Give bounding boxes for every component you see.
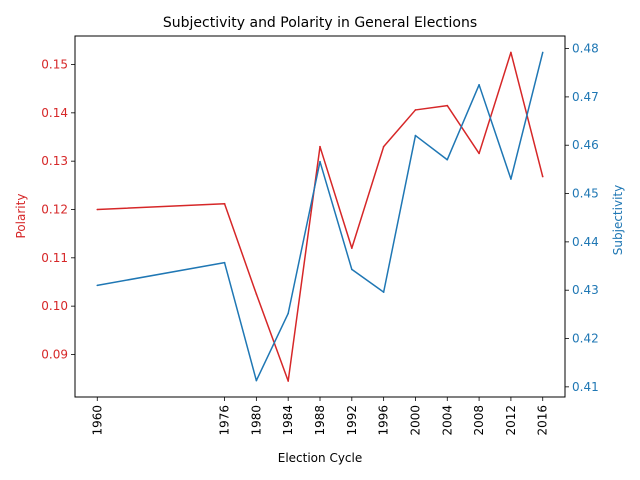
data-point-subjectivity [255,379,258,382]
x-tick-label: 1960 [90,405,104,436]
right-y-tick-label: 0.48 [572,42,599,56]
left-y-tick-label: 0.10 [41,299,68,313]
left-y-tick-label: 0.15 [41,58,68,72]
x-tick-label: 1984 [281,405,295,436]
series-line-subjectivity [97,52,544,382]
chart-title: Subjectivity and Polarity in General Ele… [163,15,477,31]
data-point-subjectivity [446,158,449,161]
data-point-polarity [319,145,321,148]
data-point-subjectivity [541,51,544,54]
data-point-subjectivity [223,261,226,264]
data-point-polarity [351,247,353,249]
x-tick-label: 1996 [377,405,391,436]
data-point-subjectivity [287,312,289,315]
data-point-polarity [287,380,289,382]
right-y-axis: 0.41 0.42 0.43 0.44 0.45 0.46 0.47 0.48 [565,42,599,394]
data-point-subjectivity [351,268,353,271]
right-y-tick-label: 0.41 [572,380,599,394]
data-point-polarity [446,104,449,107]
plot-lines [96,51,544,382]
right-y-tick-label: 0.46 [572,138,599,152]
data-point-polarity [478,152,480,155]
data-point-subjectivity [478,84,480,86]
data-point-polarity [510,51,512,54]
left-y-axis-title: Polarity [14,194,28,239]
left-y-tick-label: 0.09 [41,347,68,361]
data-point-subjectivity [510,178,512,180]
data-point-polarity [414,109,417,111]
data-point-subjectivity [319,160,321,163]
right-y-tick-label: 0.43 [572,283,599,297]
x-tick-label: 1988 [313,405,327,436]
series-line-polarity [97,51,544,382]
x-axis: 1960 1976 1980 1984 1988 1992 1996 2000 2004 2008… [90,397,550,436]
x-tick-label: 2016 [536,405,550,436]
left-y-tick-label: 0.13 [41,154,68,168]
x-tick-label: 2012 [504,405,518,436]
x-tick-label: 1976 [218,405,232,436]
right-y-tick-label: 0.47 [572,90,599,104]
left-y-tick-label: 0.12 [41,202,68,216]
x-tick-label: 2008 [472,405,486,436]
right-y-tick-label: 0.45 [572,187,599,201]
data-point-polarity [382,145,385,148]
left-y-tick-label: 0.11 [41,251,68,265]
left-y-tick-label: 0.14 [41,106,68,120]
right-y-tick-label: 0.44 [572,235,599,249]
data-point-subjectivity [96,284,99,287]
right-y-tick-label: 0.42 [572,332,599,346]
data-point-subjectivity [382,291,385,293]
data-point-polarity [255,293,258,295]
data-point-polarity [541,175,544,178]
left-y-axis: 0.09 0.10 0.11 0.12 0.13 0.14 0.15 [41,58,75,361]
x-tick-label: 1980 [249,405,263,436]
x-tick-label: 1992 [345,405,359,436]
data-point-subjectivity [414,134,417,137]
right-y-axis-title: Subjectivity [611,185,625,255]
plot-frame [74,35,566,398]
x-tick-label: 2004 [440,405,454,436]
x-axis-title: Election Cycle [278,451,363,465]
x-tick-label: 2000 [408,405,422,436]
data-point-polarity [223,202,226,205]
data-point-polarity [96,208,99,211]
